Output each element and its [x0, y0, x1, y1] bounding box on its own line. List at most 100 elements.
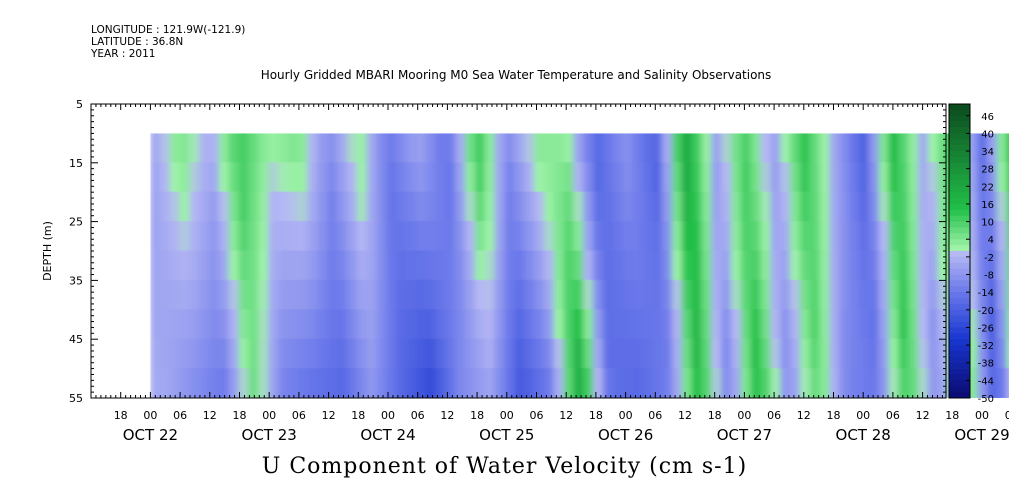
heatmap-cell — [376, 191, 388, 223]
heatmap-cell — [809, 133, 821, 164]
heatmap-cell — [691, 250, 703, 281]
heatmap-cell — [967, 191, 979, 223]
heatmap-cell — [386, 162, 398, 193]
heatmap-cell — [1006, 368, 1009, 398]
heatmap-cell — [218, 368, 230, 398]
heatmap-cell — [859, 221, 870, 252]
heatmap-cell — [524, 309, 535, 340]
heatmap-cell — [268, 133, 279, 164]
heatmap-cell — [701, 133, 713, 164]
heatmap-cell — [987, 250, 998, 281]
heatmap-cell — [287, 250, 299, 281]
heatmap-cell — [760, 191, 772, 223]
heatmap-cell — [662, 221, 673, 252]
colorbar-swatch — [949, 298, 970, 305]
heatmap-cell — [465, 368, 476, 398]
heatmap-cell — [829, 368, 841, 398]
heatmap-cell — [317, 221, 329, 252]
heatmap-cell — [258, 133, 269, 164]
heatmap-cell — [543, 338, 555, 370]
heatmap-cell — [465, 162, 476, 193]
heatmap-cell — [484, 191, 496, 223]
heatmap-cell — [277, 133, 289, 164]
heatmap-cell — [1006, 221, 1009, 252]
heatmap-cell — [159, 133, 171, 164]
heatmap-cell — [356, 309, 368, 340]
colorbar-swatch — [949, 339, 970, 346]
heatmap-cell — [829, 191, 841, 223]
heatmap-cell — [189, 309, 201, 340]
axis-ticks — [90, 103, 946, 399]
heatmap-cell — [415, 279, 427, 311]
heatmap-cell — [711, 133, 723, 164]
heatmap-cell — [691, 279, 703, 311]
colorbar-swatch — [949, 345, 970, 352]
heatmap-cell — [573, 162, 585, 193]
x-day-label: OCT 29 — [954, 426, 1009, 444]
heatmap-cell — [908, 221, 919, 252]
heatmap-cell — [898, 162, 910, 193]
heatmap-cell — [681, 162, 693, 193]
heatmap-cell — [790, 221, 801, 252]
heatmap-cell — [721, 250, 732, 281]
heatmap-cell — [159, 368, 171, 398]
heatmap-cell — [209, 368, 220, 398]
heatmap-cell — [199, 250, 210, 281]
heatmap-cell — [799, 250, 811, 281]
heatmap-cell — [927, 191, 939, 223]
heatmap-cell — [277, 250, 289, 281]
heatmap-cell — [711, 279, 723, 311]
heatmap-cell — [691, 338, 703, 370]
heatmap-cell — [790, 279, 801, 311]
heatmap-cell — [849, 250, 860, 281]
heatmap-cell — [878, 162, 890, 193]
heatmap-cell — [366, 338, 378, 370]
heatmap-cell — [366, 368, 378, 398]
heatmap-cell — [819, 250, 831, 281]
heatmap-cell — [868, 368, 880, 398]
colorbar-swatch — [949, 174, 970, 181]
heatmap-cell — [829, 250, 841, 281]
heatmap-cell — [760, 338, 772, 370]
heatmap-cell — [996, 368, 1008, 398]
heatmap-cell — [277, 162, 289, 193]
heatmap-cell — [662, 191, 673, 223]
heatmap-cell — [790, 338, 801, 370]
x-day-label: OCT 25 — [479, 426, 534, 444]
colorbar-label: -2 — [984, 253, 994, 264]
heatmap-cell — [977, 133, 988, 164]
heatmap-cell — [987, 221, 998, 252]
heatmap-cell — [376, 368, 388, 398]
heatmap-cell — [868, 162, 880, 193]
heatmap-cell — [839, 191, 851, 223]
heatmap-cell — [218, 250, 230, 281]
heatmap-cell — [484, 162, 496, 193]
heatmap-cell — [898, 279, 910, 311]
colorbar-swatch — [949, 292, 970, 299]
heatmap-cell — [563, 221, 575, 252]
heatmap-cell — [327, 162, 338, 193]
heatmap-cell — [317, 309, 329, 340]
heatmap-cell — [701, 162, 713, 193]
colorbar-swatch — [949, 145, 970, 152]
heatmap-cell — [277, 191, 289, 223]
heatmap-cell — [445, 279, 457, 311]
heatmap-cell — [199, 338, 210, 370]
heatmap-cell — [790, 162, 801, 193]
colorbar-swatch — [949, 327, 970, 334]
heatmap-cell — [455, 279, 466, 311]
heatmap-cell — [1006, 309, 1009, 340]
colorbar-swatch — [949, 221, 970, 228]
heatmap-cell — [622, 309, 634, 340]
x-tick-label: 12 — [322, 409, 336, 422]
heatmap-cell — [337, 338, 348, 370]
heatmap-cell — [534, 338, 545, 370]
heatmap-cell — [543, 309, 555, 340]
heatmap-cell — [573, 191, 585, 223]
heatmap-cell — [159, 162, 171, 193]
heatmap-cell — [681, 309, 693, 340]
heatmap-cell — [878, 191, 890, 223]
heatmap-cell — [435, 309, 447, 340]
heatmap-cell — [150, 162, 161, 193]
heatmap-cell — [937, 221, 949, 252]
